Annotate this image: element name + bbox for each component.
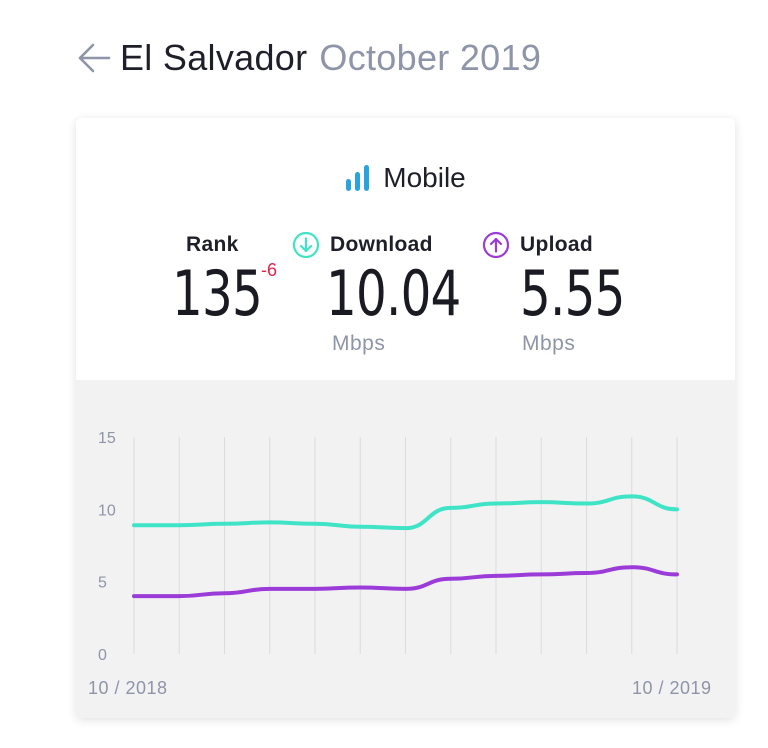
y-tick-label: 5: [98, 575, 107, 592]
download-unit: Mbps: [332, 332, 386, 355]
signal-bars-icon: [346, 165, 370, 191]
connection-type-title: Mobile: [76, 162, 735, 194]
download-label: Download: [330, 233, 433, 256]
country-title: El Salvador: [120, 37, 308, 78]
x-axis-end-label: 10 / 2019: [632, 678, 712, 698]
y-tick-label: 0: [98, 647, 107, 664]
download-metric: Download 10.04 Mbps: [292, 230, 499, 356]
mobile-label: Mobile: [383, 162, 466, 193]
arrow-up-circle-icon: [482, 231, 510, 259]
upload-series-line: [132, 565, 679, 599]
page-header: El Salvador October 2019: [76, 32, 541, 84]
rank-metric: Rank 135: [172, 230, 287, 328]
upload-value: 5.55: [520, 257, 625, 330]
speed-history-chart: 0 5 10 15: [98, 430, 679, 664]
speed-card: Mobile Rank 135 -6 Download 10.04 Mbps: [76, 118, 735, 718]
upload-unit: Mbps: [522, 332, 576, 355]
rank-change: -6: [261, 260, 278, 280]
arrow-down-circle-icon: [292, 231, 320, 259]
summary-panel: Mobile Rank 135 -6 Download 10.04 Mbps: [76, 118, 735, 380]
x-axis-start-label: 10 / 2018: [88, 678, 168, 698]
download-value: 10.04: [326, 257, 461, 330]
rank-label: Rank: [186, 233, 239, 256]
rank-value: 135: [172, 257, 263, 330]
upload-metric: Upload 5.55 Mbps: [482, 230, 654, 356]
download-series-line: [132, 494, 679, 531]
arrow-left-icon[interactable]: [76, 40, 112, 76]
upload-label: Upload: [520, 233, 593, 256]
period-title: October 2019: [319, 37, 542, 78]
y-tick-label: 10: [98, 502, 116, 519]
y-tick-label: 15: [98, 430, 116, 447]
